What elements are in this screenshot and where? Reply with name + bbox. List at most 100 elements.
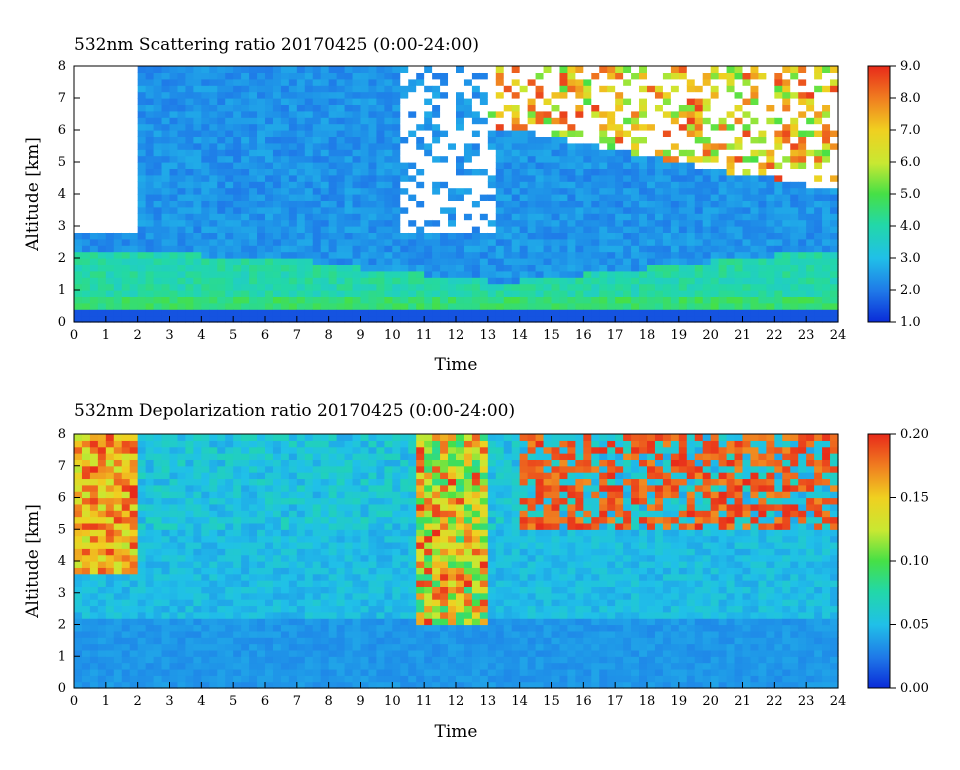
heatmap-cell [774, 302, 783, 310]
heatmap-cell [607, 136, 616, 144]
heatmap-cell [631, 187, 640, 195]
heatmap-cell [575, 181, 584, 189]
heatmap-cell [74, 497, 83, 505]
heatmap-cell [352, 155, 362, 163]
heatmap-cell [790, 187, 799, 195]
heatmap-cell [177, 510, 187, 518]
heatmap-cell [559, 309, 569, 317]
heatmap-cell [280, 296, 290, 304]
heatmap-cell [328, 226, 338, 233]
heatmap-cell [583, 290, 592, 297]
heatmap-cell [376, 251, 385, 259]
heatmap-cell [678, 315, 688, 323]
heatmap-cell [193, 66, 202, 73]
heatmap-cell [304, 155, 314, 163]
heatmap-cell [121, 98, 131, 105]
heatmap-cell [790, 258, 799, 265]
heatmap-cell [113, 434, 123, 441]
heatmap-cell [74, 136, 83, 144]
heatmap-cell [678, 162, 688, 169]
heatmap-cell [583, 232, 592, 240]
heatmap-cell [471, 277, 481, 285]
heatmap-cell [105, 522, 115, 530]
heatmap-cell [758, 72, 767, 80]
heatmap-cell [456, 130, 465, 137]
heatmap-cell [81, 98, 91, 105]
heatmap-cell [97, 535, 107, 543]
heatmap-cell [193, 529, 202, 537]
heatmap-cell [448, 142, 457, 150]
heatmap-cell [710, 200, 720, 208]
heatmap-cell [758, 78, 767, 86]
heatmap-cell [217, 219, 226, 227]
heatmap-cell [352, 238, 362, 246]
heatmap-cell [241, 149, 250, 157]
heatmap-cell [193, 453, 202, 460]
heatmap-cell [519, 104, 529, 112]
heatmap-cell [830, 78, 839, 86]
heatmap-cell [209, 662, 218, 670]
heatmap-cell [463, 245, 473, 253]
heatmap-cell [312, 110, 322, 118]
heatmap-cell [177, 270, 187, 278]
heatmap-cell [145, 290, 155, 297]
heatmap-cell [225, 309, 234, 317]
heatmap-cell [535, 149, 545, 157]
heatmap-cell [654, 194, 664, 201]
heatmap-cell [233, 643, 242, 651]
heatmap-cell [392, 226, 401, 233]
heatmap-cell [551, 258, 561, 265]
heatmap-cell [272, 548, 282, 556]
heatmap-cell [320, 296, 330, 304]
heatmap-cell [296, 232, 306, 240]
heatmap-cell [129, 238, 139, 246]
heatmap-cell [360, 104, 370, 112]
heatmap-cell [360, 232, 370, 240]
heatmap-cell [129, 213, 139, 221]
heatmap-cell [129, 573, 139, 581]
heatmap-cell [352, 78, 362, 86]
heatmap-cell [440, 258, 449, 265]
heatmap-cell [217, 580, 226, 587]
heatmap-cell [718, 270, 728, 278]
heatmap-cell [822, 200, 831, 208]
heatmap-cell [74, 592, 83, 600]
heatmap-cell [129, 541, 139, 549]
heatmap-cell [169, 510, 179, 518]
heatmap-cell [623, 142, 632, 150]
heatmap-cell [320, 110, 330, 118]
heatmap-cell [503, 258, 513, 265]
heatmap-cell [400, 117, 409, 125]
heatmap-cell [105, 668, 115, 676]
heatmap-cell [440, 168, 449, 176]
heatmap-cell [81, 194, 91, 201]
heatmap-cell [272, 232, 282, 240]
heatmap-cell [113, 206, 123, 214]
heatmap-cell [448, 206, 457, 214]
heatmap-cell [654, 136, 664, 144]
heatmap-cell [97, 516, 107, 524]
heatmap-cell [511, 110, 521, 118]
heatmap-cell [89, 573, 99, 581]
heatmap-cell [249, 637, 258, 645]
heatmap-cell [209, 162, 218, 169]
heatmap-cell [241, 309, 250, 317]
heatmap-cell [511, 149, 521, 157]
heatmap-cell [647, 98, 656, 105]
heatmap-cell [615, 168, 624, 176]
heatmap-cell [137, 573, 147, 581]
heatmap-cell [257, 656, 266, 664]
heatmap-cell [527, 238, 537, 246]
heatmap-cell [320, 251, 330, 259]
heatmap-cell [416, 66, 425, 73]
heatmap-cell [304, 98, 314, 105]
heatmap-cell [249, 302, 258, 310]
heatmap-cell [790, 162, 799, 169]
heatmap-cell [822, 162, 831, 169]
heatmap-cell [368, 238, 378, 246]
heatmap-cell [201, 200, 210, 208]
heatmap-cell [432, 149, 441, 157]
heatmap-cell [487, 270, 497, 278]
heatmap-cell [129, 264, 139, 272]
heatmap-cell [527, 136, 537, 144]
